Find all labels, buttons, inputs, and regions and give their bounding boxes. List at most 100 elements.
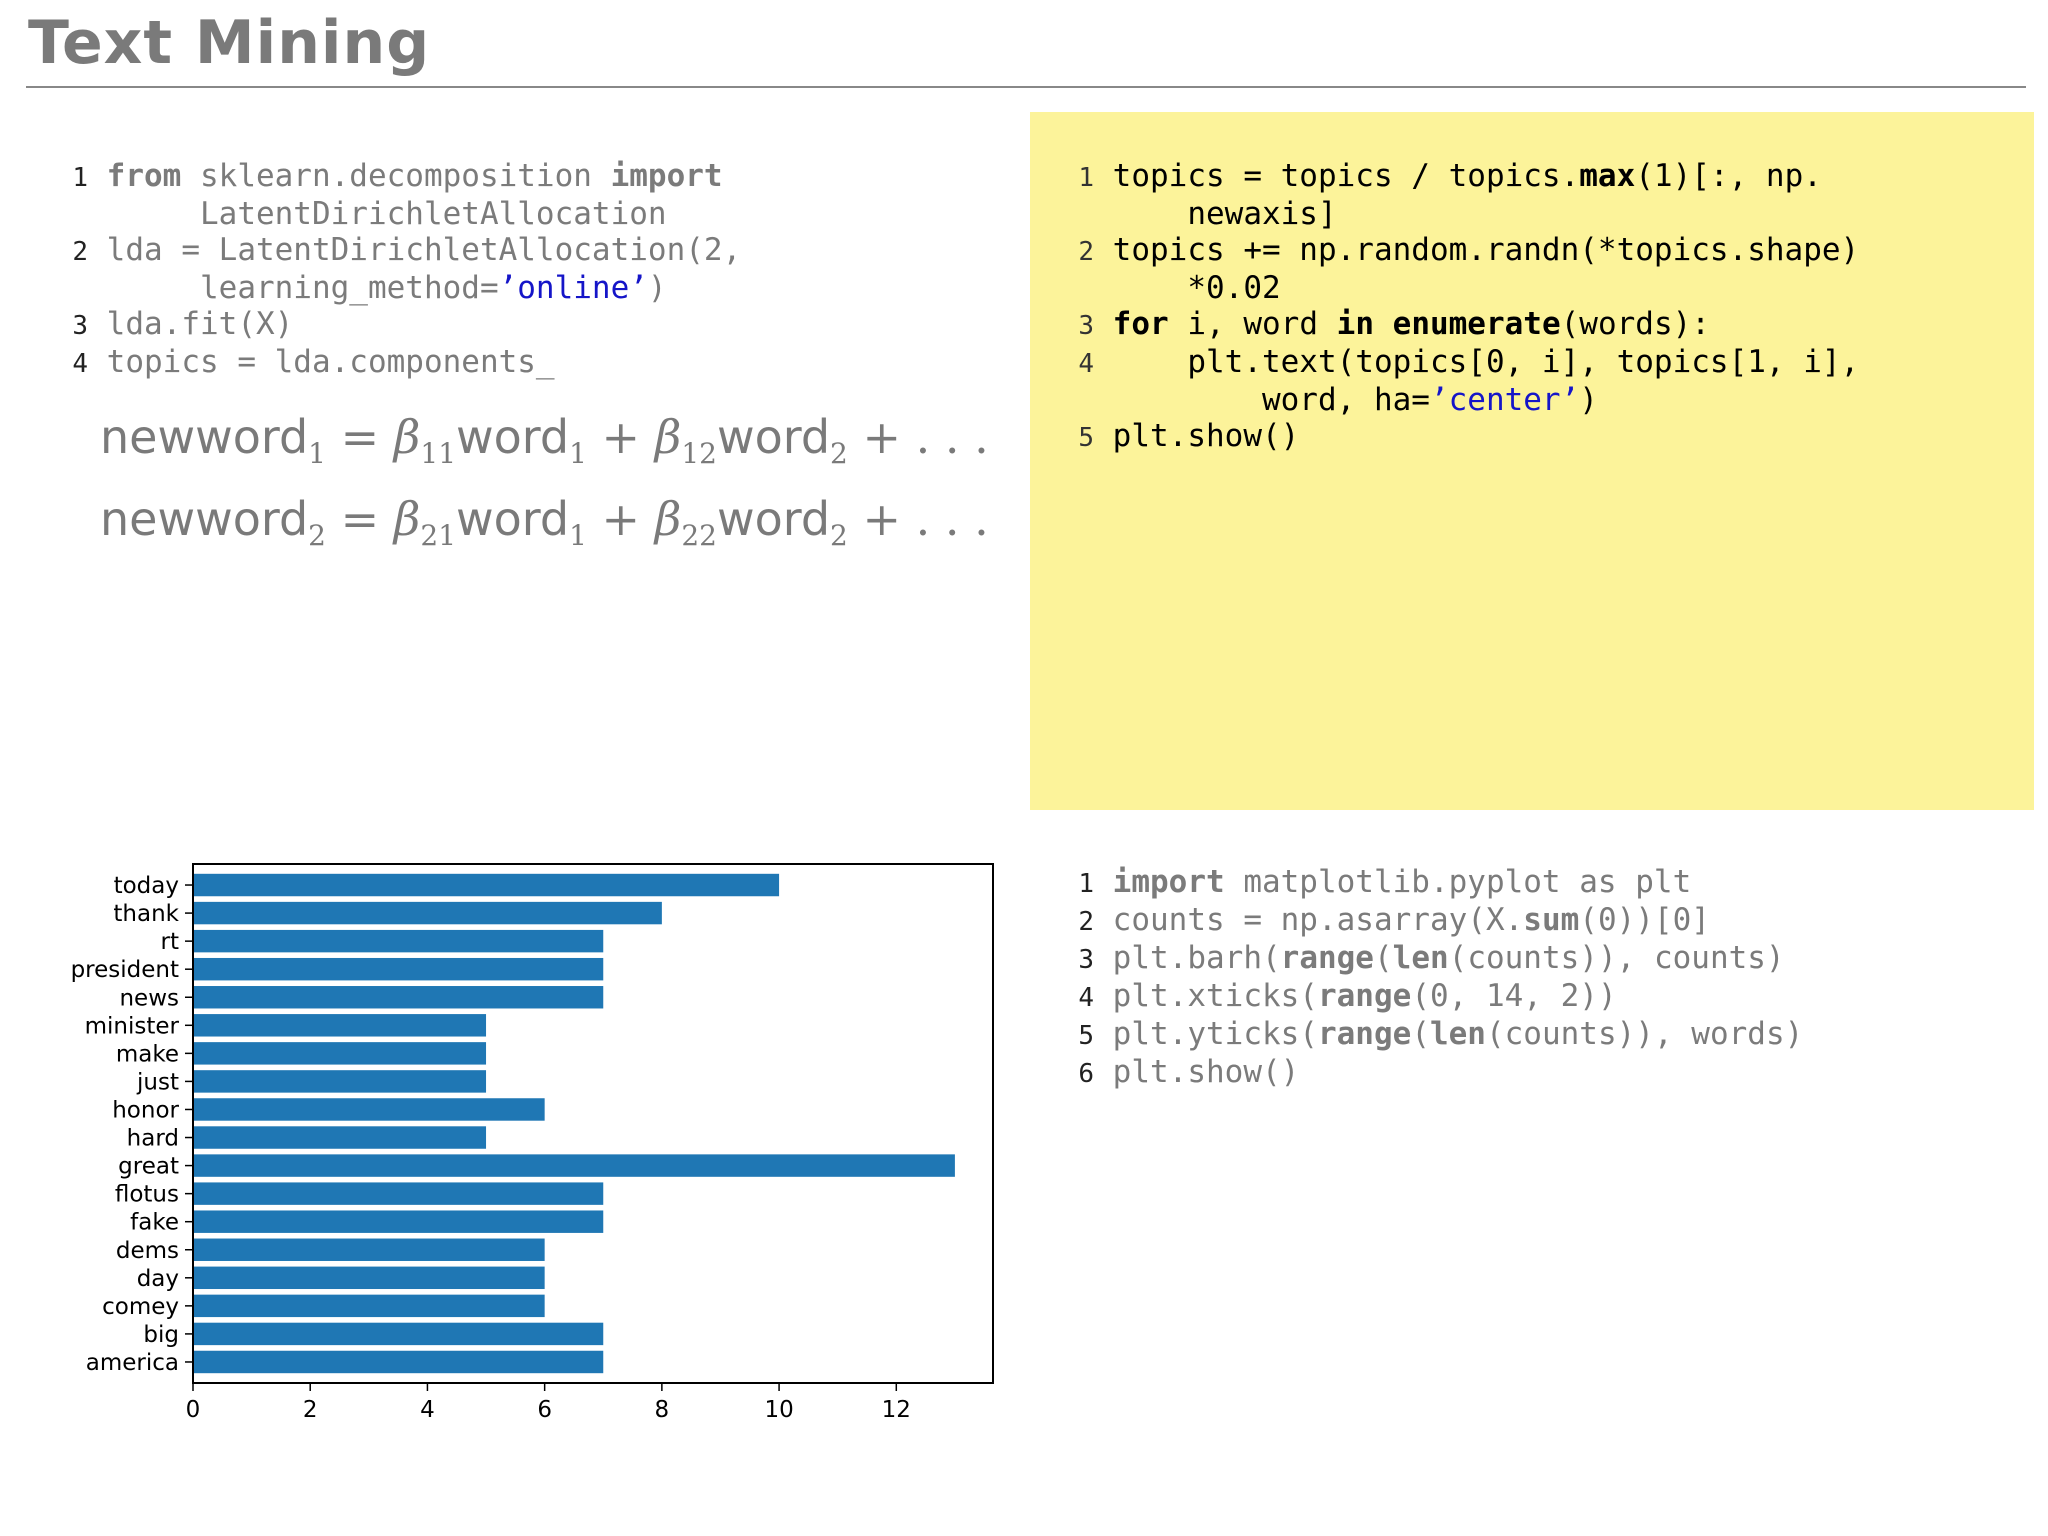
code-text: topics = topics / topics. bbox=[1112, 158, 1580, 194]
y-tick-label: great bbox=[118, 1154, 179, 1180]
bar-rt bbox=[193, 929, 604, 953]
y-tick-label: thank bbox=[113, 901, 179, 927]
y-tick-label: just bbox=[136, 1069, 179, 1095]
code-text: *0.02 bbox=[1112, 270, 1281, 306]
code-text: topics += np.random.randn(*topics.shape) bbox=[1112, 232, 1860, 268]
code-keyword: in bbox=[1336, 306, 1374, 342]
code-text: (0))[0] bbox=[1579, 902, 1710, 938]
code-keyword: len bbox=[1392, 940, 1449, 976]
beta-symbol: β bbox=[393, 410, 421, 464]
y-tick-label: rt bbox=[161, 929, 179, 955]
eq-word-sub: 1 bbox=[569, 519, 587, 552]
code-text: word, ha= bbox=[1112, 382, 1430, 418]
code-text: i, word bbox=[1168, 306, 1337, 342]
eq-beta-sub: 12 bbox=[681, 437, 717, 470]
code-string: ’online’ bbox=[498, 270, 648, 306]
beta-symbol: β bbox=[654, 492, 682, 546]
code-keyword: for bbox=[1112, 306, 1169, 342]
bar-hard bbox=[193, 1126, 487, 1149]
code-text: plt.xticks( bbox=[1112, 978, 1318, 1014]
line-number: 6 bbox=[1078, 1059, 1094, 1089]
eq-word: word bbox=[716, 492, 831, 546]
highlight-box bbox=[1030, 112, 2034, 810]
y-tick-label: america bbox=[86, 1350, 179, 1376]
code-text: plt.show() bbox=[1112, 418, 1300, 454]
y-tick-label: comey bbox=[102, 1294, 179, 1320]
line-number: 5 bbox=[1078, 423, 1094, 453]
line-number: 3 bbox=[72, 311, 88, 341]
y-tick-label: dems bbox=[116, 1238, 179, 1264]
y-tick-label: big bbox=[143, 1322, 179, 1348]
code-text: ( bbox=[1411, 1016, 1430, 1052]
code-keyword: range bbox=[1317, 978, 1412, 1014]
code-block-topics-plot: 1 topics = topics / topics.max(1)[:, np.… bbox=[1064, 158, 1859, 456]
line-number: 2 bbox=[72, 237, 88, 267]
line-number: 1 bbox=[72, 163, 88, 193]
x-tick-label: 4 bbox=[420, 1397, 435, 1423]
eq-word: word bbox=[456, 492, 570, 546]
code-text: ) bbox=[1579, 382, 1598, 418]
bar-flotus bbox=[193, 1182, 604, 1205]
bar-just bbox=[193, 1070, 487, 1093]
code-keyword: from bbox=[106, 158, 182, 194]
bar-news bbox=[193, 986, 604, 1009]
code-text: sklearn.decomposition bbox=[181, 158, 611, 194]
eq-beta-sub: 11 bbox=[420, 437, 457, 470]
code-string: ’center’ bbox=[1429, 382, 1580, 418]
code-text: ( bbox=[1373, 940, 1393, 976]
code-block-lda: 1 from sklearn.decomposition import Late… bbox=[58, 158, 741, 382]
code-keyword: max bbox=[1579, 158, 1636, 194]
x-tick-label: 6 bbox=[537, 1397, 552, 1423]
y-tick-label: minister bbox=[85, 1013, 180, 1039]
code-text: lda = LatentDirichletAllocation(2, bbox=[106, 232, 742, 268]
x-tick-label: 2 bbox=[303, 1397, 318, 1423]
y-tick-label: fake bbox=[130, 1210, 179, 1236]
eq-beta-sub: 21 bbox=[420, 519, 457, 552]
code-text: plt.yticks( bbox=[1112, 1016, 1318, 1052]
eq-word-sub: 1 bbox=[569, 437, 587, 470]
code-text: counts = np.asarray(X. bbox=[1112, 902, 1524, 938]
code-text: topics = lda.components_ bbox=[106, 344, 555, 380]
plot-frame bbox=[192, 863, 994, 1384]
line-number: 4 bbox=[1078, 349, 1094, 379]
bar-minister bbox=[193, 1014, 487, 1037]
code-text: (counts)), counts) bbox=[1448, 940, 1785, 976]
code-text: plt.barh( bbox=[1112, 940, 1281, 976]
beta-symbol: β bbox=[393, 492, 421, 546]
bar-comey bbox=[193, 1294, 545, 1318]
eq-word-sub: 2 bbox=[830, 437, 848, 470]
y-tick-label: honor bbox=[112, 1097, 179, 1123]
code-keyword: sum bbox=[1523, 902, 1580, 938]
x-tick-label: 10 bbox=[764, 1397, 793, 1423]
bar-make bbox=[193, 1042, 487, 1065]
y-tick-label: day bbox=[137, 1266, 179, 1292]
code-text: newaxis] bbox=[1112, 196, 1337, 232]
equation-newword-1: newword1 = β11word1 + β12word2 + . . . bbox=[100, 410, 989, 470]
code-text: learning_method= bbox=[106, 270, 499, 306]
line-number: 2 bbox=[1078, 907, 1094, 937]
eq-lhs: newword bbox=[100, 492, 309, 546]
bar-day bbox=[193, 1266, 545, 1290]
y-tick-label: president bbox=[71, 957, 179, 983]
line-number: 4 bbox=[1078, 983, 1094, 1013]
y-tick-label: flotus bbox=[115, 1182, 179, 1208]
eq-word: word bbox=[456, 410, 570, 464]
x-tick-label: 8 bbox=[655, 1397, 670, 1423]
bar-dems bbox=[193, 1238, 545, 1261]
code-text: plt.text(topics[0, i], topics[1, i], bbox=[1112, 344, 1860, 380]
bar-honor bbox=[193, 1098, 545, 1121]
line-number: 5 bbox=[1078, 1021, 1094, 1051]
code-text: (words): bbox=[1560, 306, 1710, 342]
code-block-barh: 1 import matplotlib.pyplot as plt 2 coun… bbox=[1064, 864, 1803, 1092]
bar-president bbox=[193, 957, 604, 981]
code-keyword: range bbox=[1280, 940, 1374, 976]
bar-big bbox=[193, 1322, 604, 1346]
y-tick-label: today bbox=[114, 873, 179, 899]
code-text: matplotlib.pyplot as plt bbox=[1224, 864, 1692, 900]
title-divider bbox=[26, 86, 2026, 88]
line-number: 3 bbox=[1078, 311, 1094, 341]
eq-lhs-sub: 1 bbox=[308, 437, 326, 470]
x-tick-label: 0 bbox=[186, 1397, 201, 1423]
x-tick-label: 12 bbox=[882, 1397, 911, 1423]
code-text: (0, 14, 2)) bbox=[1411, 978, 1617, 1014]
